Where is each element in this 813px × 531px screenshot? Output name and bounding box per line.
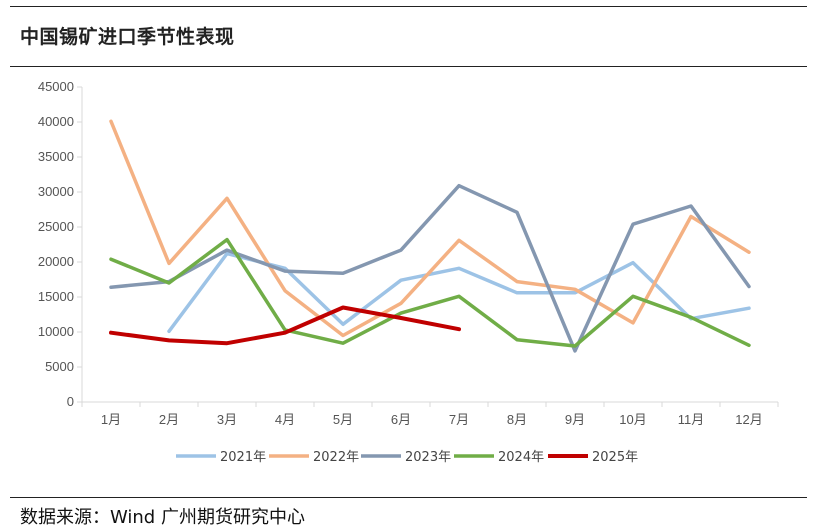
x-tick-label: 9月 xyxy=(565,412,585,427)
x-tick-label: 8月 xyxy=(507,412,527,427)
x-tick-label: 7月 xyxy=(449,412,469,427)
series-line-3 xyxy=(109,237,751,348)
x-axis: 1月 2月 3月 4月 5月 6月 7月 8月 9月 10月 11月 12月 xyxy=(81,401,779,427)
x-tick-label: 3月 xyxy=(217,412,237,427)
y-tick-label: 45000 xyxy=(38,79,74,94)
top-rule xyxy=(10,6,807,7)
data-source: 数据来源：Wind 广州期货研究中心 xyxy=(20,507,305,528)
y-tick-label: 20000 xyxy=(38,254,74,269)
y-tick-label: 30000 xyxy=(38,184,74,199)
x-tick-label: 11月 xyxy=(678,412,705,427)
series-line-0 xyxy=(167,251,751,334)
series-line-1 xyxy=(109,119,751,338)
legend-label: 2025年 xyxy=(592,450,638,465)
series-lines xyxy=(109,119,751,353)
line-chart: 0 5000 10000 15000 20000 25000 30000 35000 40000… xyxy=(38,79,779,465)
x-tick-label: 6月 xyxy=(391,412,411,427)
legend-label: 2021年 xyxy=(220,450,266,465)
legend-label: 2024年 xyxy=(498,450,544,465)
y-tick-label: 0 xyxy=(67,394,74,409)
x-tick-label: 2月 xyxy=(159,412,179,427)
legend-label: 2022年 xyxy=(313,450,359,465)
y-tick-label: 40000 xyxy=(38,114,74,129)
x-tick-label: 4月 xyxy=(275,412,295,427)
y-tick-label: 35000 xyxy=(38,149,74,164)
series-line-2 xyxy=(109,183,751,353)
series-line-4 xyxy=(109,305,461,346)
y-tick-label: 25000 xyxy=(38,219,74,234)
chart-title: 中国锡矿进口季节性表现 xyxy=(20,26,235,48)
y-tick-label: 5000 xyxy=(45,359,74,374)
title-rule xyxy=(10,66,807,67)
y-tick-label: 10000 xyxy=(38,324,74,339)
x-tick-label: 12月 xyxy=(735,412,762,427)
bottom-rule xyxy=(10,497,807,498)
x-tick-label: 10月 xyxy=(619,412,646,427)
y-axis: 0 5000 10000 15000 20000 25000 30000 35000 40000… xyxy=(38,79,83,409)
legend-label: 2023年 xyxy=(405,450,451,465)
x-tick-label: 1月 xyxy=(101,412,121,427)
legend: 2021年 2022年 2023年 2024年 2025年 xyxy=(176,450,638,465)
x-tick-label: 5月 xyxy=(333,412,353,427)
y-tick-label: 15000 xyxy=(38,289,74,304)
